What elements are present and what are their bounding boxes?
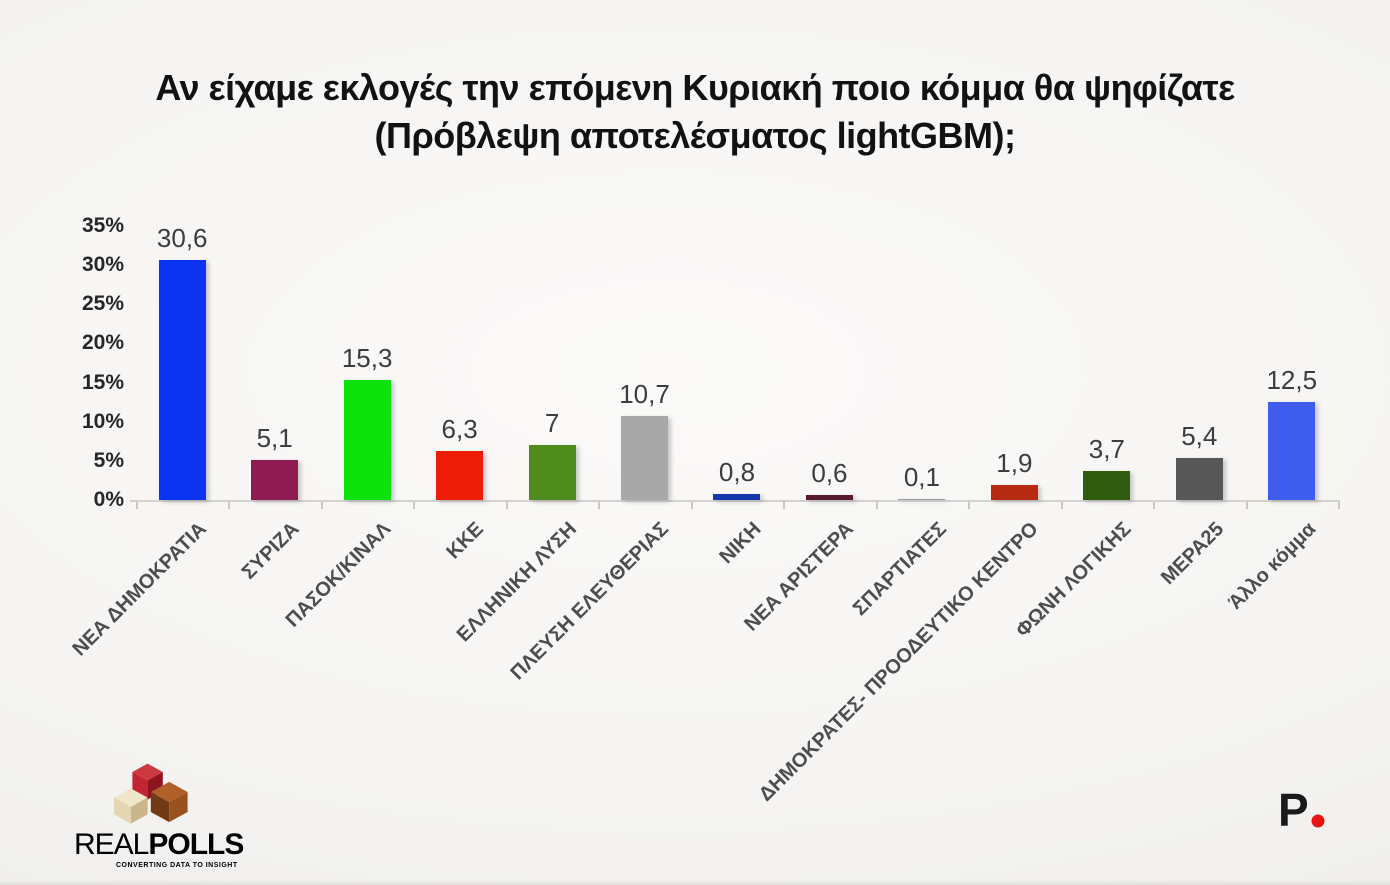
bar-value-label: 0,8 [718,456,756,487]
category-label: ΚΚΕ [442,518,489,564]
y-axis-label: 15% [81,370,124,394]
y-axis-label: 10% [81,409,124,433]
bar [1268,402,1316,500]
bar [805,495,853,500]
cube-brown-top-face [150,781,188,803]
bar-column: 5,4 ΜΕΡΑ25 [1153,226,1245,589]
x-axis-tick [875,502,878,509]
category-label: ΝΙΚΗ [715,518,766,569]
realpolls-wordmark-polls: POLLS [148,828,244,861]
bar-column: 1,9 ΔΗΜΟΚΡΑΤΕΣ- ΠΡΟΟΔΕΥΤΙΚΟ ΚΕΝΤΡΟ [755,226,1060,806]
realpolls-wordmark-real: REAL [74,828,149,861]
category-label: ΠΛΕΥΣΗ ΕΛΕΥΘΕΡΙΑΣ [506,518,674,685]
bar-column: 0,8 ΝΙΚΗ [691,226,783,568]
y-axis-label: 25% [81,292,124,316]
bar [528,445,576,500]
x-axis-tick [136,502,138,509]
bar-column: 15,3 ΠΑΣΟΚ/ΚΙΝΑΛ [282,226,413,631]
bar [343,380,391,500]
x-axis-tick [598,502,601,509]
plot-area: 30,6 ΝΕΑ ΔΗΜΟΚΡΑΤΙΑ 5,1 ΣΥΡΙΖΑ 15,3 ΠΑΣΟΚ/ΚΙΝ… [68,223,1340,806]
bar-value-label: 10,7 [619,379,670,410]
bar-value-label: 0,6 [811,458,848,489]
category-label: ΣΥΡΙΖΑ [237,518,304,584]
bar-column: 0,6 ΝΕΑ ΑΡΙΣΤΕΡΑ [740,226,875,635]
bar-value-label: 15,3 [341,343,393,374]
bar [158,260,206,500]
bar-value-label: 0,1 [903,462,940,493]
bar-column: 6,3 ΚΚΕ [413,226,505,563]
x-axis-tick [1245,502,1248,509]
bar [990,485,1038,500]
bar [713,493,761,500]
chart-title-line2: (Πρόβλεψη αποτελέσματος lightGBM); [374,114,1016,156]
cube-cream-left-face [114,797,131,824]
cube-red-top-face [132,763,163,781]
bar-column: 0,1 ΣΠΑΡΤΙΑΤΕΣ [848,226,968,620]
x-axis-tick [1338,502,1340,509]
category-label: ΣΠΑΡΤΙΑΤΕΣ [848,518,951,621]
x-axis-tick [1153,502,1156,509]
bar-value-label: 5,4 [1181,420,1218,451]
x-axis-line [130,500,1340,502]
realpolls-logo: REALPOLLS CONVERTING DATA TO INSIGHT [74,752,244,869]
bar-column: 3,7 ΦΩΝΗ ΛΟΓΙΚΗΣ [1012,226,1153,642]
bar-column: 5,1 ΣΥΡΙΖΑ [228,226,320,584]
y-axis-label: 5% [93,448,124,472]
y-axis-label: 35% [81,214,124,237]
realpolls-cubes-icon [114,763,188,824]
poll-bar-chart: 35% 30% 25% 20% 15% 10% 5% 0% 30,6 ΝΕΑ ΔΗΜΟΚΡΑΤΙ… [68,214,1340,806]
category-label: ΝΕΑ ΔΗΜΟΚΡΑΤΙΑ [68,518,211,661]
cube-brown-left-face [150,792,170,823]
bar [251,460,299,500]
category-label: ΜΕΡΑ25 [1156,518,1228,590]
y-axis-label: 20% [81,331,124,355]
bottom-edge-shadow [0,880,1390,885]
x-axis-tick [1060,502,1063,509]
cube-cream-right-face [130,797,148,824]
realpolls-wordmark: REALPOLLS [74,828,244,861]
bar [1083,471,1131,500]
x-axis-tick [228,502,231,509]
bar [436,450,484,500]
x-axis-tick [690,502,693,509]
category-label: Άλλο κόμμα [1224,518,1321,614]
bar-value-label: 1,9 [996,448,1033,479]
x-axis-tick [413,502,416,509]
bar-value-label: 6,3 [441,413,478,444]
cube-cream-top-face [114,788,148,807]
p-logo: P [1278,784,1325,836]
bar-value-label: 12,5 [1266,365,1318,396]
bar [1175,457,1223,500]
bar-column: 10,7 ΠΛΕΥΣΗ ΕΛΕΥΘΕΡΙΑΣ [507,226,690,684]
y-axis-label: 30% [81,253,124,277]
bar [898,499,946,500]
chart-title: Αν είχαμε εκλογές την επόμενη Κυριακή πο… [0,64,1390,159]
bar-value-label: 3,7 [1088,434,1125,465]
bar-value-label: 5,1 [256,423,293,454]
x-axis-tick [320,502,323,509]
x-axis-tick [968,502,971,509]
bar-value-label: 7 [544,408,560,439]
realpolls-tagline: CONVERTING DATA TO INSIGHT [116,862,238,869]
p-logo-red-dot-icon [1311,814,1325,828]
y-axis-label: 0% [93,488,124,511]
p-logo-letter: P [1278,784,1309,836]
bar-value-label: 30,6 [156,223,208,254]
x-axis-tick [505,502,508,509]
bar-column: 12,5 Άλλο κόμμα [1224,226,1338,614]
bar-column: 30,6 ΝΕΑ ΔΗΜΟΚΡΑΤΙΑ [68,223,228,660]
bar-column: 7 ΕΛΛΗΝΙΚΗ ΛΥΣΗ [452,226,598,646]
bar [621,416,669,500]
x-axis-tick [783,502,786,509]
y-axis: 35% 30% 25% 20% 15% 10% 5% 0% [52,214,124,511]
cube-brown-right-face [169,792,188,823]
chart-title-line1: Αν είχαμε εκλογές την επόμενη Κυριακή πο… [155,67,1235,108]
